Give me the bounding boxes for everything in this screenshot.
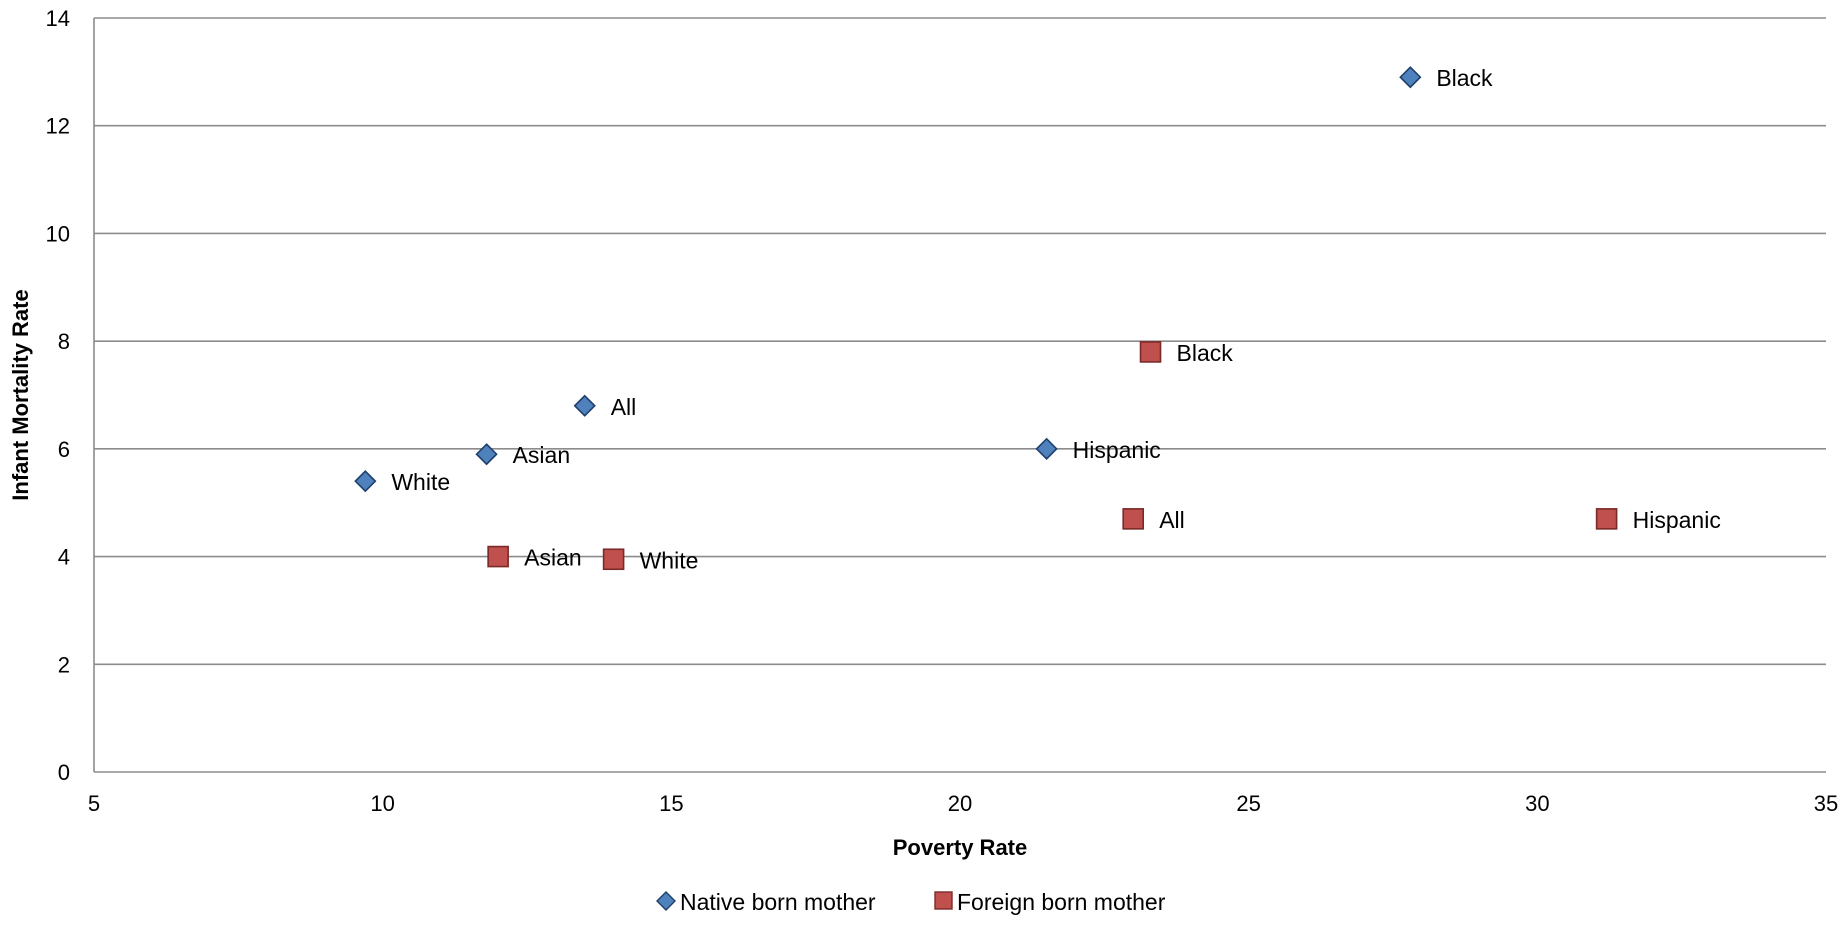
points-layer xyxy=(354,66,1618,571)
legend-item-native: Native born mother xyxy=(656,889,876,915)
y-tick-label: 4 xyxy=(58,545,70,570)
data-point-native-all xyxy=(573,394,596,417)
legend-item-foreign: Foreign born mother xyxy=(934,889,1166,915)
y-tick-label: 12 xyxy=(46,114,70,139)
data-label-black: Black xyxy=(1177,340,1234,366)
data-point-native-black xyxy=(1399,66,1422,89)
data-label-all: All xyxy=(1159,507,1185,533)
data-label-white: White xyxy=(640,547,699,573)
grid-layer xyxy=(94,17,1826,773)
y-tick-label: 8 xyxy=(58,329,70,354)
x-tick-label: 25 xyxy=(1236,791,1260,816)
x-tick-label: 30 xyxy=(1525,791,1549,816)
x-tick-label: 15 xyxy=(659,791,683,816)
data-label-hispanic: Hispanic xyxy=(1073,437,1161,463)
data-label-all: All xyxy=(611,394,637,420)
legend-label-native-born-mother: Native born mother xyxy=(680,889,876,915)
x-tick-label: 20 xyxy=(948,791,972,816)
axis-layer: 0 2 4 6 8 10 12 14 5 10 15 20 25 30 35 xyxy=(46,6,1839,816)
data-label-asian: Asian xyxy=(513,442,571,468)
data-point-native-asian xyxy=(475,443,498,466)
data-point-native-white xyxy=(354,470,377,493)
x-tick-label: 10 xyxy=(370,791,394,816)
data-point-foreign-all xyxy=(1122,508,1144,530)
y-tick-label: 10 xyxy=(46,221,70,246)
x-tick-label: 5 xyxy=(88,791,100,816)
legend-marker-diamond xyxy=(656,891,676,911)
y-tick-label: 14 xyxy=(46,6,70,31)
data-point-foreign-white xyxy=(602,548,625,571)
y-tick-label: 6 xyxy=(58,437,70,462)
legend-label-foreign-born-mother: Foreign born mother xyxy=(957,889,1166,915)
data-point-foreign-black xyxy=(1139,341,1162,363)
data-point-foreign-hispanic xyxy=(1595,508,1618,530)
data-point-native-hispanic xyxy=(1035,437,1058,460)
data-label-asian: Asian xyxy=(524,545,582,571)
y-axis-title: Infant Mortality Rate xyxy=(8,289,33,500)
data-point-foreign-asian xyxy=(487,545,509,568)
x-tick-label: 35 xyxy=(1814,791,1838,816)
labels-layer: White Asian All Hispanic Black Asian White All B… xyxy=(391,65,1720,573)
y-tick-label: 2 xyxy=(58,652,70,677)
data-label-hispanic: Hispanic xyxy=(1633,507,1721,533)
y-tick-label: 0 xyxy=(58,760,70,785)
legend: Native born mother Foreign born mother xyxy=(656,889,1166,915)
x-axis-title: Poverty Rate xyxy=(893,835,1028,860)
data-label-white: White xyxy=(391,469,450,495)
legend-marker-square xyxy=(934,891,953,910)
data-label-black: Black xyxy=(1436,65,1493,91)
